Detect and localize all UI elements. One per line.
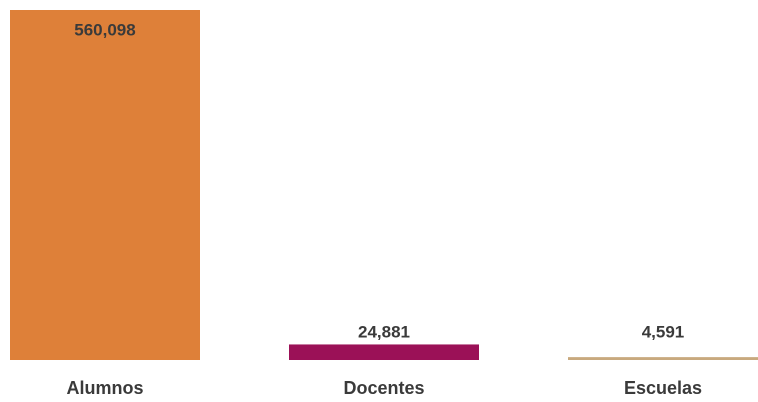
- value-label: 560,098: [74, 20, 135, 39]
- bar: [289, 344, 479, 360]
- bar: [10, 10, 200, 360]
- value-label: 4,591: [642, 322, 685, 341]
- category-label: Docentes: [343, 378, 424, 398]
- bar: [568, 357, 758, 360]
- value-label: 24,881: [358, 322, 410, 341]
- category-label: Alumnos: [66, 378, 143, 398]
- category-label: Escuelas: [624, 378, 702, 398]
